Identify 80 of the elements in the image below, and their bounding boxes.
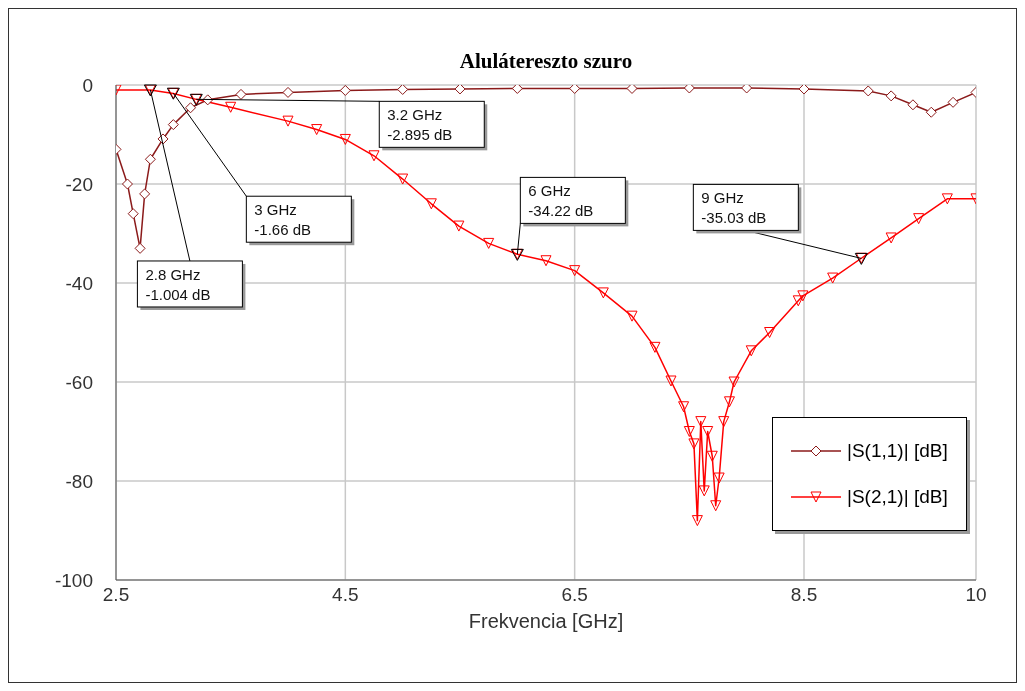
point bbox=[339, 85, 351, 96]
point bbox=[913, 213, 925, 225]
callout: 3 GHz -1.66 dB bbox=[166, 87, 355, 246]
annotation: 9 GHz -35.03 dB bbox=[701, 189, 767, 227]
point bbox=[483, 237, 495, 249]
point bbox=[885, 90, 897, 102]
point bbox=[691, 515, 703, 527]
point bbox=[597, 287, 609, 299]
chart-title: Alulátereszto szuro bbox=[458, 49, 634, 74]
point bbox=[540, 255, 552, 267]
point bbox=[925, 106, 937, 118]
point bbox=[397, 173, 409, 185]
y-tick-label: -100 bbox=[54, 569, 93, 591]
point bbox=[706, 450, 718, 462]
point bbox=[311, 124, 323, 136]
point bbox=[127, 208, 139, 220]
y-tick-label: -20 bbox=[65, 173, 93, 195]
point bbox=[134, 242, 146, 254]
point bbox=[885, 232, 897, 244]
annotation: 3 GHz -1.66 dB bbox=[254, 201, 312, 239]
point bbox=[665, 375, 677, 387]
y-tick-label: -40 bbox=[65, 272, 93, 294]
point bbox=[792, 295, 804, 307]
point bbox=[282, 86, 294, 98]
annotation: 2.8 GHz -1.004 dB bbox=[145, 265, 211, 303]
annotation: 6 GHz -34.22 dB bbox=[528, 182, 594, 220]
annotation: 3.2 GHz -2.895 dB bbox=[387, 106, 453, 144]
point bbox=[139, 188, 151, 200]
point bbox=[862, 85, 874, 97]
point bbox=[225, 101, 237, 113]
point bbox=[797, 290, 809, 302]
point bbox=[397, 85, 409, 95]
point bbox=[745, 345, 757, 357]
legend-label: |S(2,1)| [dB] bbox=[847, 486, 948, 508]
point bbox=[569, 265, 581, 277]
x-axis-title: Frekvencia [GHz] bbox=[468, 610, 624, 632]
point bbox=[907, 99, 919, 111]
point bbox=[827, 272, 839, 284]
x-tick-label: 10 bbox=[965, 584, 987, 606]
point bbox=[453, 220, 465, 232]
point bbox=[235, 88, 247, 100]
point bbox=[947, 96, 959, 108]
point bbox=[728, 376, 740, 388]
legend-label: |S(1,1)| [dB] bbox=[847, 440, 948, 462]
point bbox=[798, 85, 810, 95]
point bbox=[683, 85, 695, 94]
point bbox=[368, 150, 380, 162]
point bbox=[144, 153, 156, 165]
point bbox=[764, 327, 776, 338]
point bbox=[713, 472, 725, 484]
y-tick-label: -80 bbox=[65, 470, 93, 492]
point bbox=[695, 416, 707, 428]
point bbox=[511, 85, 523, 94]
point bbox=[282, 115, 294, 127]
point bbox=[626, 310, 638, 322]
point bbox=[649, 341, 661, 353]
point bbox=[702, 426, 714, 437]
point bbox=[425, 198, 437, 210]
point bbox=[678, 401, 690, 413]
point bbox=[454, 85, 466, 95]
point bbox=[339, 133, 351, 145]
point bbox=[741, 85, 753, 94]
y-tick-label: -60 bbox=[65, 371, 93, 393]
point bbox=[683, 426, 695, 437]
x-tick-label: 2.5 bbox=[102, 584, 130, 606]
x-tick-label: 6.5 bbox=[561, 584, 588, 606]
point bbox=[688, 438, 700, 450]
point bbox=[167, 119, 179, 131]
point bbox=[718, 416, 730, 428]
point bbox=[185, 102, 197, 114]
x-tick-label: 8.5 bbox=[790, 584, 818, 606]
point bbox=[723, 396, 735, 408]
point bbox=[626, 85, 638, 94]
point bbox=[698, 485, 710, 497]
point bbox=[569, 85, 581, 94]
point bbox=[941, 193, 953, 205]
y-tick-label: 0 bbox=[82, 74, 93, 96]
point bbox=[710, 500, 722, 512]
point bbox=[121, 178, 133, 190]
x-tick-label: 4.5 bbox=[332, 584, 359, 606]
